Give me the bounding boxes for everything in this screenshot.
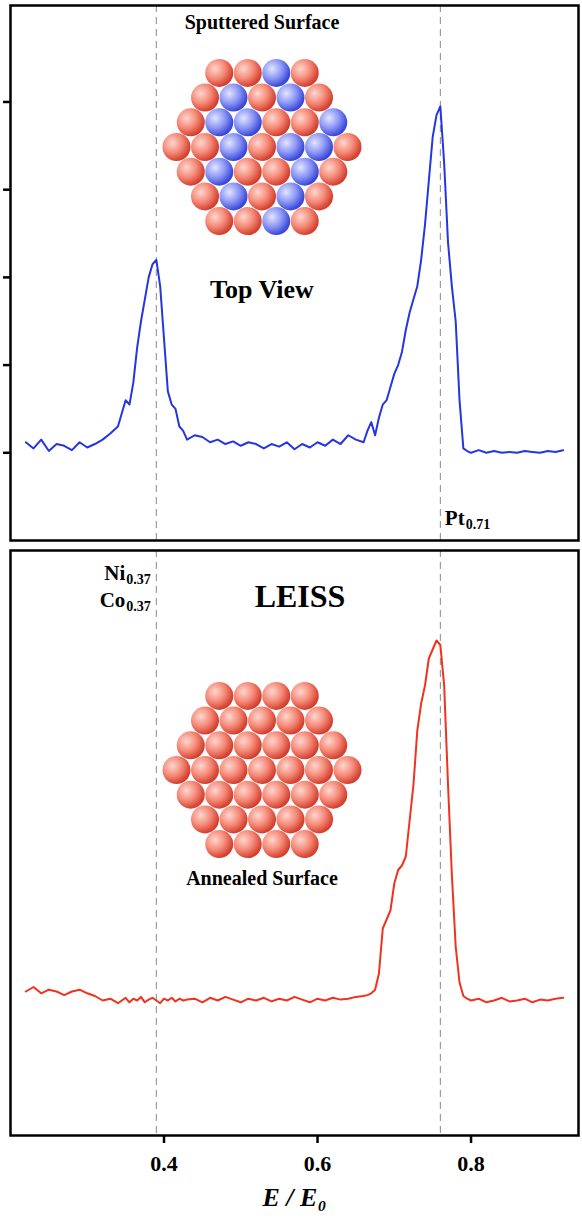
svg-text:Top View: Top View <box>210 275 314 304</box>
svg-text:0.4: 0.4 <box>150 1151 178 1176</box>
svg-text:Sputtered Surface: Sputtered Surface <box>185 11 340 34</box>
svg-text:Pt0.71: Pt0.71 <box>445 506 490 532</box>
svg-text:E / E₀: E / E₀ <box>262 1183 327 1212</box>
svg-text:0.8: 0.8 <box>457 1151 485 1176</box>
svg-text:Annealed Surface: Annealed Surface <box>186 867 338 889</box>
svg-text:LEISS: LEISS <box>255 578 346 614</box>
svg-text:Ni0.37: Ni0.37 <box>104 561 151 587</box>
svg-text:Co0.37: Co0.37 <box>100 588 151 614</box>
svg-text:0.6: 0.6 <box>304 1151 332 1176</box>
